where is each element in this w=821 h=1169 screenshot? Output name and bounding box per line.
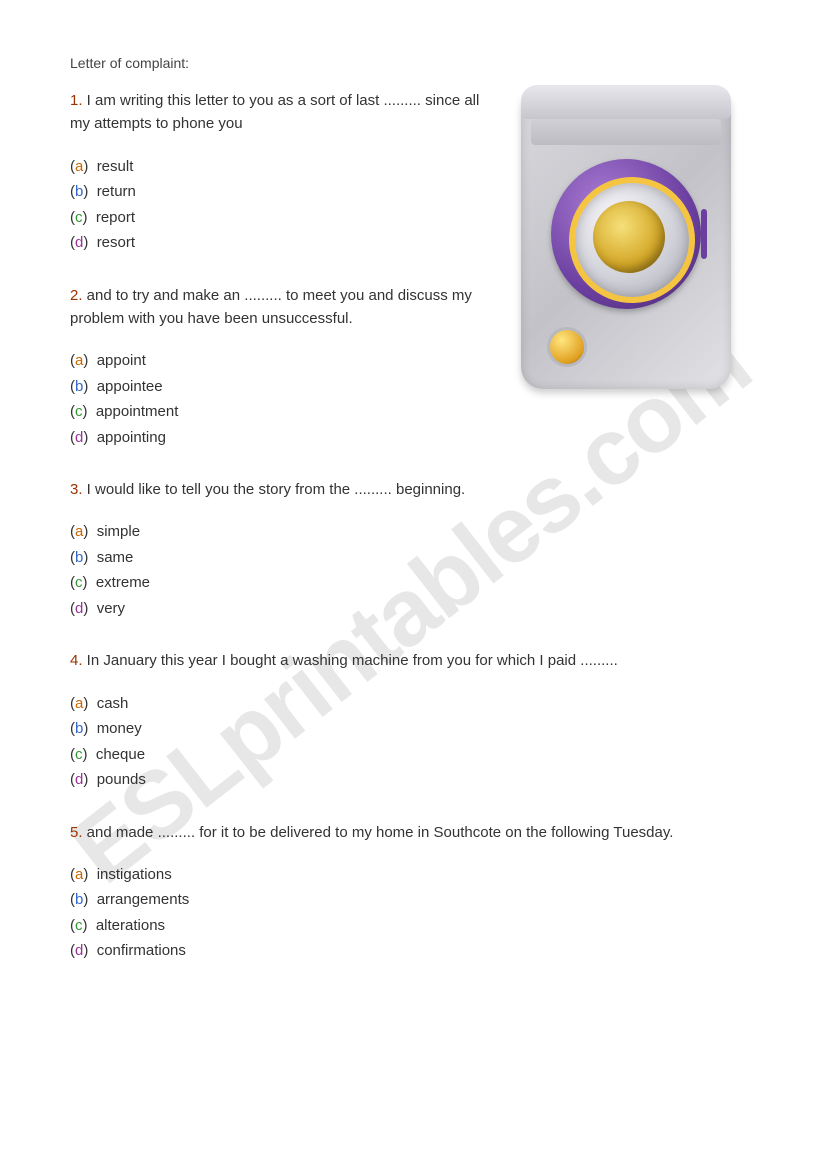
question-number: 1.: [70, 92, 83, 109]
option-b[interactable]: (b) money: [70, 716, 751, 742]
question-1: 1. I am writing this letter to you as a …: [70, 89, 491, 136]
question-number: 2.: [70, 287, 83, 304]
option-d[interactable]: (d) resort: [70, 230, 491, 256]
question-number: 5.: [70, 824, 83, 841]
options-2: (a) appoint (b) appointee (c) appointmen…: [70, 348, 491, 450]
option-d[interactable]: (d) pounds: [70, 767, 751, 793]
option-c[interactable]: (c) report: [70, 205, 491, 231]
washer-knob: [547, 327, 587, 367]
question-3: 3. I would like to tell you the story fr…: [70, 478, 751, 501]
question-2: 2. and to try and make an ......... to m…: [70, 284, 491, 331]
option-b[interactable]: (b) return: [70, 179, 491, 205]
washing-machine-image: [501, 79, 751, 399]
washer-top: [521, 85, 731, 119]
options-1: (a) result (b) return (c) report (d) res…: [70, 154, 491, 256]
option-a[interactable]: (a) instigations: [70, 862, 751, 888]
option-b[interactable]: (b) appointee: [70, 374, 491, 400]
option-b[interactable]: (b) arrangements: [70, 887, 751, 913]
question-5: 5. and made ......... for it to be deliv…: [70, 821, 751, 844]
questions-column: 1. I am writing this letter to you as a …: [70, 89, 501, 478]
option-a[interactable]: (a) appoint: [70, 348, 491, 374]
option-c[interactable]: (c) appointment: [70, 399, 491, 425]
question-text: I would like to tell you the story from …: [83, 481, 466, 498]
question-text: In January this year I bought a washing …: [83, 652, 618, 669]
option-d[interactable]: (d) very: [70, 596, 751, 622]
question-4: 4. In January this year I bought a washi…: [70, 649, 751, 672]
question-number: 3.: [70, 481, 83, 498]
page-title: Letter of complaint:: [70, 55, 751, 71]
option-c[interactable]: (c) cheque: [70, 742, 751, 768]
washer-control-panel: [531, 119, 721, 145]
option-a[interactable]: (a) cash: [70, 691, 751, 717]
question-text: and made ......... for it to be delivere…: [83, 824, 674, 841]
option-d[interactable]: (d) appointing: [70, 425, 491, 451]
option-b[interactable]: (b) same: [70, 545, 751, 571]
options-5: (a) instigations (b) arrangements (c) al…: [70, 862, 751, 964]
question-number: 4.: [70, 652, 83, 669]
options-4: (a) cash (b) money (c) cheque (d) pounds: [70, 691, 751, 793]
content-row: 1. I am writing this letter to you as a …: [70, 89, 751, 478]
option-a[interactable]: (a) simple: [70, 519, 751, 545]
option-c[interactable]: (c) alterations: [70, 913, 751, 939]
option-c[interactable]: (c) extreme: [70, 570, 751, 596]
options-3: (a) simple (b) same (c) extreme (d) very: [70, 519, 751, 621]
option-d[interactable]: (d) confirmations: [70, 938, 751, 964]
washer-drum: [593, 201, 665, 273]
question-text: and to try and make an ......... to meet…: [70, 287, 472, 327]
question-text: I am writing this letter to you as a sor…: [70, 92, 479, 132]
worksheet-page: Letter of complaint: 1. I am writing thi…: [0, 0, 821, 1032]
option-a[interactable]: (a) result: [70, 154, 491, 180]
washer-handle: [701, 209, 707, 259]
